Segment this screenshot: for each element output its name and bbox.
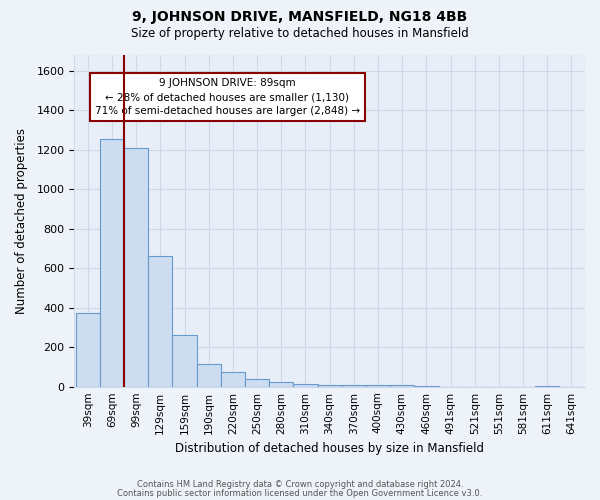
- Text: Contains HM Land Registry data © Crown copyright and database right 2024.: Contains HM Land Registry data © Crown c…: [137, 480, 463, 489]
- Bar: [197, 364, 221, 386]
- Text: Size of property relative to detached houses in Mansfield: Size of property relative to detached ho…: [131, 28, 469, 40]
- Bar: [269, 382, 293, 386]
- Bar: [221, 372, 245, 386]
- Bar: [148, 256, 172, 386]
- Bar: [341, 384, 366, 386]
- Text: Contains public sector information licensed under the Open Government Licence v3: Contains public sector information licen…: [118, 488, 482, 498]
- Bar: [124, 148, 148, 386]
- Bar: [390, 384, 414, 386]
- Bar: [100, 139, 124, 386]
- Bar: [317, 384, 341, 386]
- Text: 9, JOHNSON DRIVE, MANSFIELD, NG18 4BB: 9, JOHNSON DRIVE, MANSFIELD, NG18 4BB: [133, 10, 467, 24]
- Bar: [76, 312, 100, 386]
- Text: 9 JOHNSON DRIVE: 89sqm
← 28% of detached houses are smaller (1,130)
71% of semi-: 9 JOHNSON DRIVE: 89sqm ← 28% of detached…: [95, 78, 360, 116]
- X-axis label: Distribution of detached houses by size in Mansfield: Distribution of detached houses by size …: [175, 442, 484, 455]
- Bar: [172, 336, 197, 386]
- Bar: [293, 384, 317, 386]
- Bar: [366, 384, 390, 386]
- Y-axis label: Number of detached properties: Number of detached properties: [15, 128, 28, 314]
- Bar: [245, 379, 269, 386]
